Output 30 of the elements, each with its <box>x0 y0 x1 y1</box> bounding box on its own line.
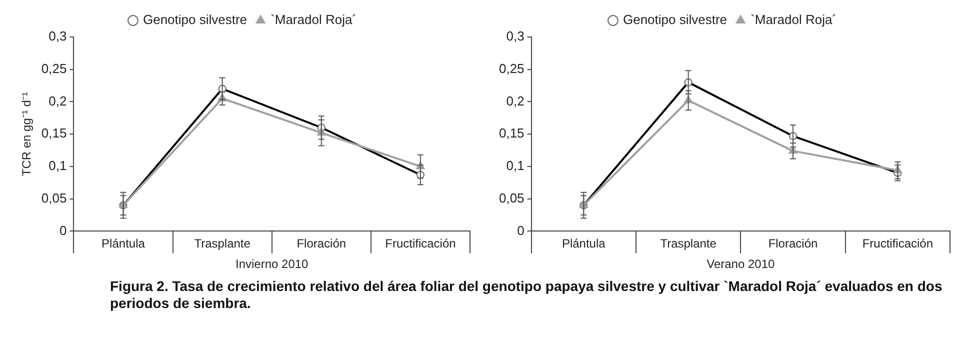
y-tick-label: 0,1 <box>48 158 67 174</box>
x-tick-label: Floración <box>296 236 346 251</box>
y-tick-label: 0,05 <box>41 190 67 206</box>
y-tick-label: 0 <box>517 222 524 238</box>
x-tick-label: Fructificación <box>862 236 934 251</box>
y-tick-label: 0,25 <box>498 60 524 76</box>
legend-label: `Maradol Roja´ <box>270 12 357 28</box>
y-tick-label: 0,05 <box>498 190 524 206</box>
text: Figura 2. Tasa de crecimiento relativo del área foliar del genotipo papaya silvestre y cultivar `Maradol Roja´ evaluados en dos periodos de siembra. <box>110 278 944 312</box>
legend-label: `Maradol Roja´ <box>750 12 837 28</box>
y-tick-label: 0,15 <box>41 126 67 141</box>
y-tick-label: 0,2 <box>48 93 67 108</box>
legend-label: Genotipo silvestre <box>622 12 728 28</box>
x-tick-label: Plántula <box>102 236 146 251</box>
y-tick-label: 0,2 <box>506 93 524 108</box>
x-tick-label: Floración <box>768 236 818 251</box>
y-tick-label: 0,3 <box>506 28 524 44</box>
x-tick-label: Trasplante <box>660 236 717 251</box>
legend-label: Genotipo silvestre <box>142 12 248 28</box>
y-tick-label: 0,25 <box>41 60 67 76</box>
y-tick-label: 0,1 <box>506 158 524 174</box>
y-tick-label: 0,3 <box>48 28 67 44</box>
y-tick-label: 0 <box>59 222 67 238</box>
x-axis-title: Invierno 2010 <box>235 257 309 272</box>
x-tick-label: Trasplante <box>194 236 251 251</box>
x-tick-label: Plántula <box>562 236 606 251</box>
y-axis-title: TCR en gg⁻¹ d⁻¹ <box>20 92 34 176</box>
x-axis-title: Verano 2010 <box>706 257 776 272</box>
x-tick-label: Fructificación <box>385 236 456 251</box>
y-tick-label: 0,15 <box>498 126 524 141</box>
